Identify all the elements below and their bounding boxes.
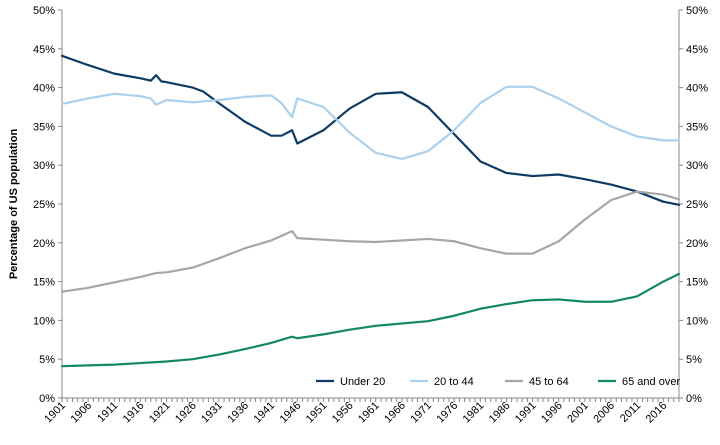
x-tick-label: 1981: [461, 400, 487, 426]
y-tick-label: 35%: [33, 121, 55, 133]
y-tick-label: 50%: [33, 5, 55, 17]
legend-label-1: 20 to 44: [434, 376, 474, 388]
y-tick-label-right: 10%: [686, 315, 708, 327]
x-tick-label: 1926: [173, 400, 199, 426]
x-tick-label: 1961: [356, 400, 382, 426]
legend-label-0: Under 20: [340, 376, 385, 388]
x-tick-label: 1931: [199, 400, 225, 426]
x-tick-label: 2001: [565, 400, 591, 426]
x-tick-label: 1956: [330, 400, 356, 426]
legend-label-2: 45 to 64: [529, 376, 569, 388]
y-tick-label-right: 45%: [686, 44, 708, 56]
y-tick-label-right: 15%: [686, 277, 708, 289]
x-tick-label: 1951: [304, 400, 330, 426]
y-tick-label: 25%: [33, 199, 55, 211]
x-tick-label: 1996: [539, 400, 565, 426]
x-tick-label: 2006: [591, 400, 617, 426]
x-tick-label: 1991: [513, 400, 539, 426]
x-tick-label: 1946: [278, 400, 304, 426]
series-line-1: [60, 85, 681, 161]
y-tick-label-right: 20%: [686, 238, 708, 250]
y-axis-label: Percentage of US population: [8, 129, 20, 280]
y-tick-label-right: 50%: [686, 5, 708, 17]
y-tick-label-right: 30%: [686, 160, 708, 172]
x-tick-label: 1921: [147, 400, 173, 426]
y-tick-label: 20%: [33, 238, 55, 250]
y-tick-label-right: 5%: [686, 354, 702, 366]
series-line-3: [60, 272, 681, 368]
y-tick-label-right: 40%: [686, 83, 708, 95]
series-lines: [60, 54, 681, 368]
legend: Under 20 20 to 44 45 to 64 65 and over: [316, 376, 680, 388]
x-tick-label: 1906: [68, 400, 94, 426]
x-tick-label: 1936: [225, 400, 251, 426]
x-tick-label: 1911: [95, 400, 120, 425]
x-tick-label: 1986: [487, 400, 513, 426]
y-tick-label-right: 0%: [686, 393, 702, 405]
legend-label-3: 65 and over: [622, 376, 680, 388]
series-line-2: [60, 190, 681, 293]
x-tick-label: 2011: [618, 400, 643, 425]
y-tick-label: 30%: [33, 160, 55, 172]
y-tick-label-right: 35%: [686, 121, 708, 133]
y-tick-label: 15%: [33, 277, 55, 289]
y-tick-label: 40%: [33, 83, 55, 95]
x-tick-label: 1976: [434, 400, 460, 426]
x-tick-label: 1966: [382, 400, 408, 426]
y-tick-label: 10%: [33, 315, 55, 327]
x-tick-label: 2016: [644, 400, 670, 426]
y-tick-label-right: 25%: [686, 199, 708, 211]
x-tick-label: 1916: [121, 400, 147, 426]
x-tick-label: 1941: [251, 400, 277, 426]
y-tick-label: 0%: [39, 393, 55, 405]
x-tick-label: 1971: [408, 400, 434, 426]
series-line-0: [60, 54, 681, 206]
y-tick-label: 45%: [33, 44, 55, 56]
y-tick-label: 5%: [39, 354, 55, 366]
